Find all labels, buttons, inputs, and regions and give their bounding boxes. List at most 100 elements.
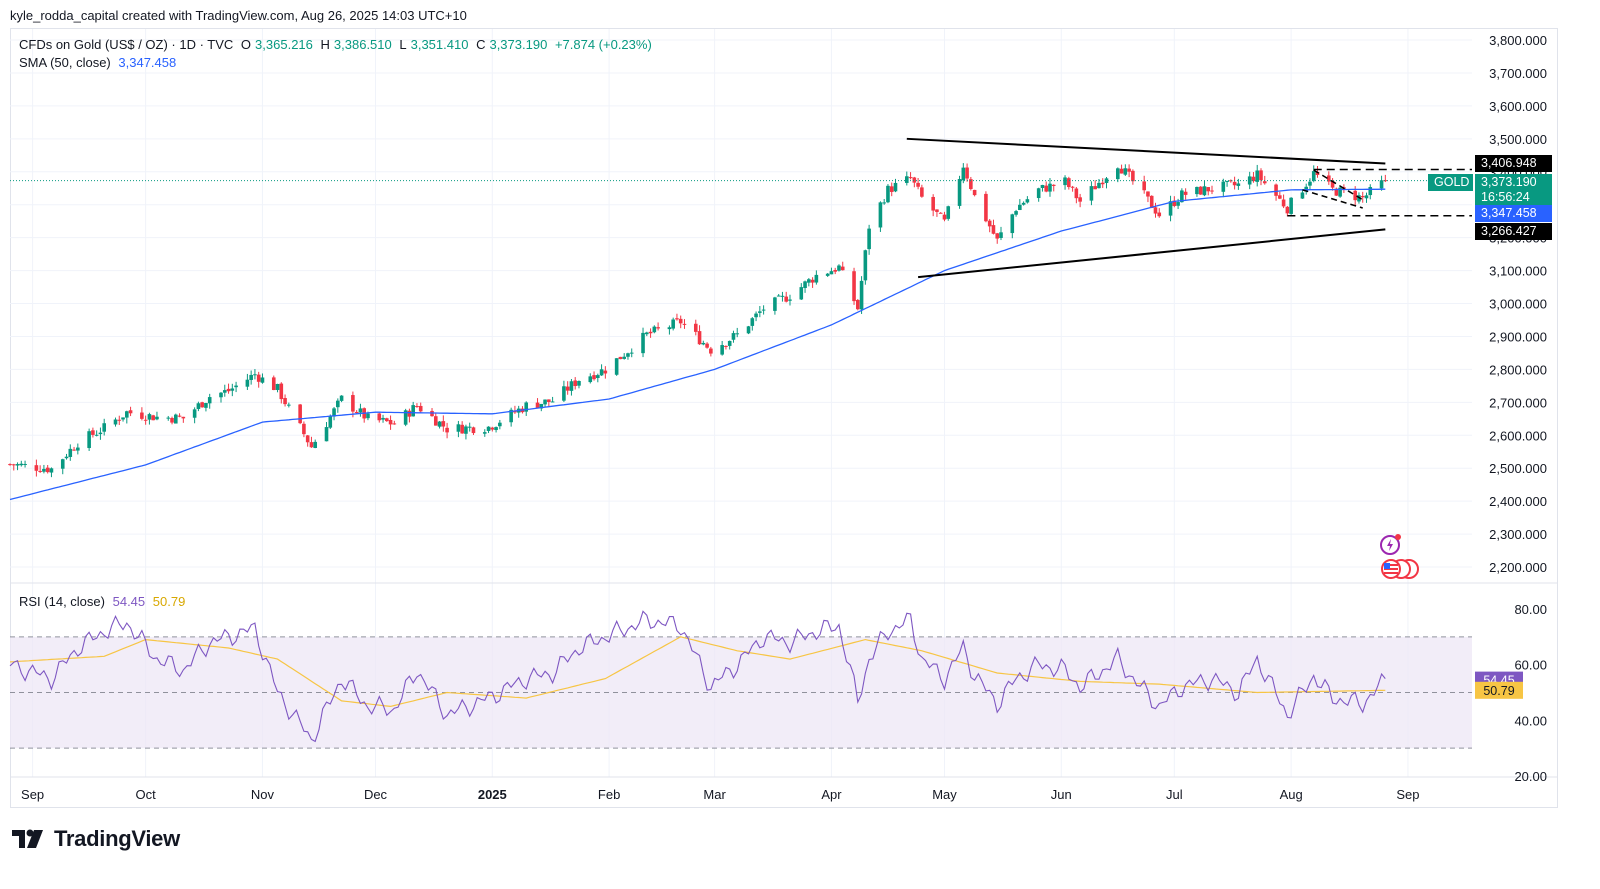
candle-body	[275, 383, 280, 390]
candle-body	[863, 250, 868, 281]
lightning-event-icon[interactable]	[1379, 533, 1403, 557]
triangle-lower-line	[917, 228, 1386, 279]
candle-body	[1074, 188, 1079, 199]
candle-body	[1278, 195, 1282, 199]
symbol-title[interactable]: CFDs on Gold (US$ / OZ) · 1D · TVC	[19, 37, 234, 52]
triangle-upper-line	[906, 137, 1386, 165]
candle-body	[724, 345, 728, 347]
candle-body	[19, 463, 24, 466]
open-value: 3,365.216	[255, 37, 313, 52]
candle-body	[49, 468, 54, 473]
rsi-legend[interactable]: RSI (14, close) 54.45 50.79	[19, 594, 189, 609]
candle-body	[550, 401, 555, 403]
candle-body	[305, 435, 310, 443]
candle-body	[1070, 186, 1075, 188]
candle-body	[460, 424, 464, 434]
time-tick-label: Oct	[136, 787, 157, 802]
candle-body	[68, 448, 73, 457]
price-tick-label: 2,500.000	[1489, 461, 1547, 476]
candle-body	[200, 402, 204, 408]
candle-body	[140, 412, 144, 419]
axes: 3,800.0003,700.0003,600.0003,500.0003,40…	[21, 33, 1547, 802]
candle-body	[840, 266, 845, 271]
tradingview-brand[interactable]: TradingView	[12, 826, 180, 852]
price-tick-label: 2,800.000	[1489, 362, 1547, 377]
candle-body	[1142, 181, 1146, 191]
candle-body	[222, 390, 227, 393]
candle-body	[1127, 168, 1131, 172]
candle-body	[629, 352, 634, 354]
candle-body	[121, 417, 125, 420]
candle-body	[761, 309, 766, 311]
candle-body	[678, 318, 683, 324]
candle-body	[271, 377, 276, 391]
candle-body	[1051, 184, 1056, 186]
candle-body	[784, 296, 789, 302]
candle-body	[524, 402, 529, 412]
candle-body	[192, 409, 197, 418]
candle-body	[920, 187, 924, 197]
price-tick-label: 3,600.000	[1489, 99, 1547, 114]
rsi-line	[9, 610, 1386, 743]
price-tick-label: 2,900.000	[1489, 329, 1547, 344]
candle-body	[705, 343, 709, 348]
open-label: O	[240, 37, 252, 52]
candle-body	[893, 182, 898, 192]
candle-body	[441, 421, 446, 427]
support-tag: 3,266.427	[1475, 223, 1552, 240]
us-flag-events-icon[interactable]	[1379, 557, 1421, 581]
chart-frame[interactable]	[10, 28, 1558, 808]
candle-body	[1025, 199, 1030, 203]
candle-body	[1123, 168, 1128, 175]
sma-label: SMA (50, close)	[19, 55, 111, 70]
candle-body	[1097, 182, 1101, 189]
candle-body	[1089, 186, 1094, 201]
candle-body	[889, 186, 894, 192]
candle-body	[207, 397, 212, 404]
low-value: 3,351.410	[410, 37, 469, 52]
candle-body	[1364, 195, 1369, 199]
candle-body	[324, 427, 329, 442]
candle-body	[803, 281, 807, 289]
time-tick-label: Aug	[1280, 787, 1303, 802]
candle-body	[807, 279, 811, 283]
candle-body	[1078, 197, 1082, 202]
candle-body	[648, 331, 653, 334]
candle-body	[957, 179, 962, 206]
candle-body	[641, 332, 645, 354]
candle-body	[23, 463, 27, 465]
candle-body	[882, 202, 886, 204]
candle-body	[411, 405, 415, 417]
candle-body	[693, 323, 698, 332]
candle-body	[298, 404, 302, 424]
candle-body	[230, 388, 235, 391]
candle-body	[1048, 183, 1052, 192]
candle-body	[128, 410, 133, 414]
candle-body	[482, 432, 487, 434]
time-tick-label: Feb	[598, 787, 620, 802]
candle-body	[1153, 207, 1158, 214]
candle-body	[151, 415, 155, 421]
candle-body	[1202, 186, 1207, 196]
candle-body	[829, 271, 834, 275]
candle-body	[1300, 192, 1305, 199]
triangle-drawing	[906, 137, 1472, 279]
high-label: H	[320, 37, 330, 52]
change-value: +7.874 (+0.23%)	[554, 37, 652, 52]
candle-body	[1183, 191, 1188, 195]
candle-body	[912, 177, 917, 183]
candle-body	[825, 273, 830, 276]
candle-body	[253, 374, 257, 376]
sma-legend[interactable]: SMA (50, close) 3,347.458	[19, 55, 180, 70]
candle-body	[626, 353, 630, 357]
candle-body	[671, 319, 675, 329]
candle-body	[15, 464, 20, 466]
candle-body	[539, 403, 544, 409]
candle-body	[999, 232, 1003, 238]
candle-body	[750, 318, 755, 326]
rsi-ma-value-tag-bg	[1475, 681, 1523, 699]
candle-body	[260, 377, 265, 383]
candle-body	[287, 404, 291, 406]
candle-body	[471, 427, 476, 434]
